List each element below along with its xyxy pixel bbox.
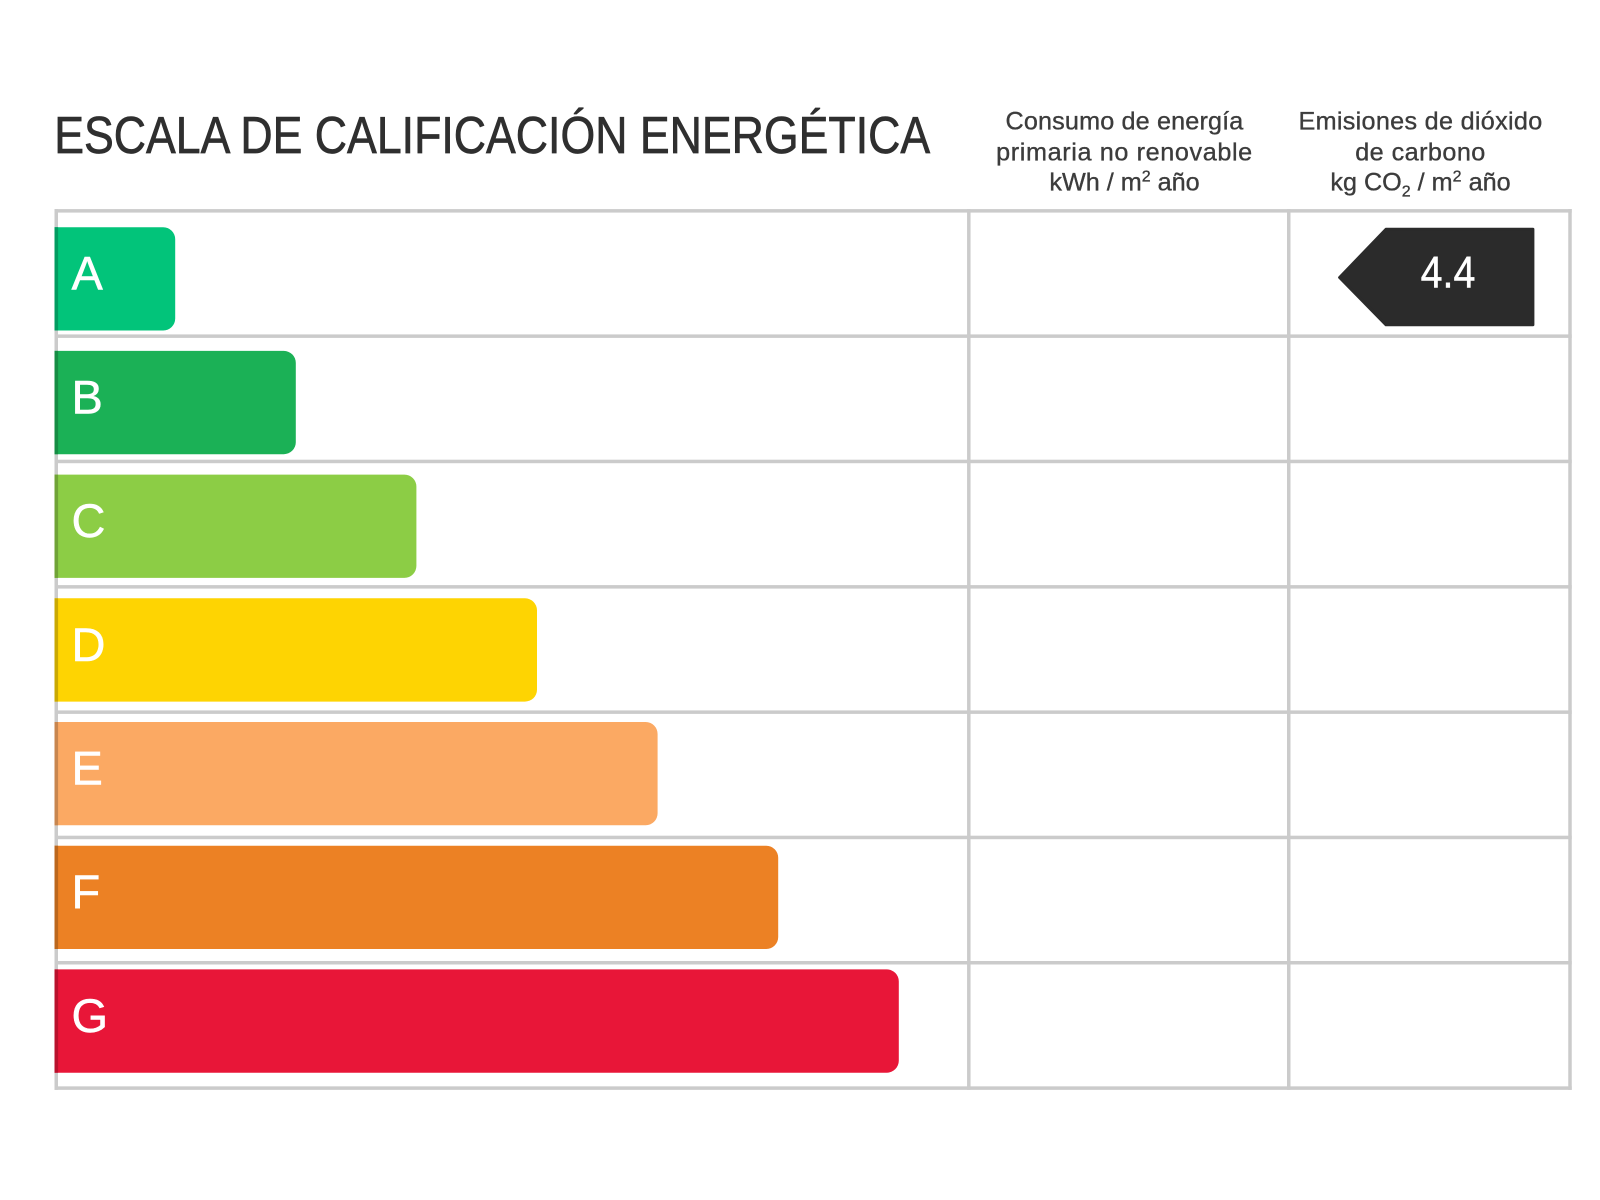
svg-text:F: F xyxy=(72,865,101,918)
svg-text:Consumo de energía: Consumo de energía xyxy=(1006,107,1245,135)
svg-text:kg CO2 / m2 año: kg CO2 / m2 año xyxy=(1330,169,1510,201)
svg-text:4.4: 4.4 xyxy=(1421,247,1476,297)
svg-text:kWh / m2 año: kWh / m2 año xyxy=(1049,169,1199,197)
svg-text:C: C xyxy=(72,494,106,547)
svg-text:Emisiones de dióxido: Emisiones de dióxido xyxy=(1298,107,1542,135)
svg-text:ESCALA DE CALIFICACIÓN ENERGÉT: ESCALA DE CALIFICACIÓN ENERGÉTICA xyxy=(54,107,931,165)
svg-text:primaria no renovable: primaria no renovable xyxy=(996,138,1253,166)
svg-text:de carbono: de carbono xyxy=(1355,138,1486,166)
svg-text:D: D xyxy=(72,618,106,671)
svg-text:G: G xyxy=(72,989,109,1042)
svg-text:A: A xyxy=(72,247,104,300)
svg-text:E: E xyxy=(72,742,103,795)
svg-text:B: B xyxy=(72,370,103,423)
